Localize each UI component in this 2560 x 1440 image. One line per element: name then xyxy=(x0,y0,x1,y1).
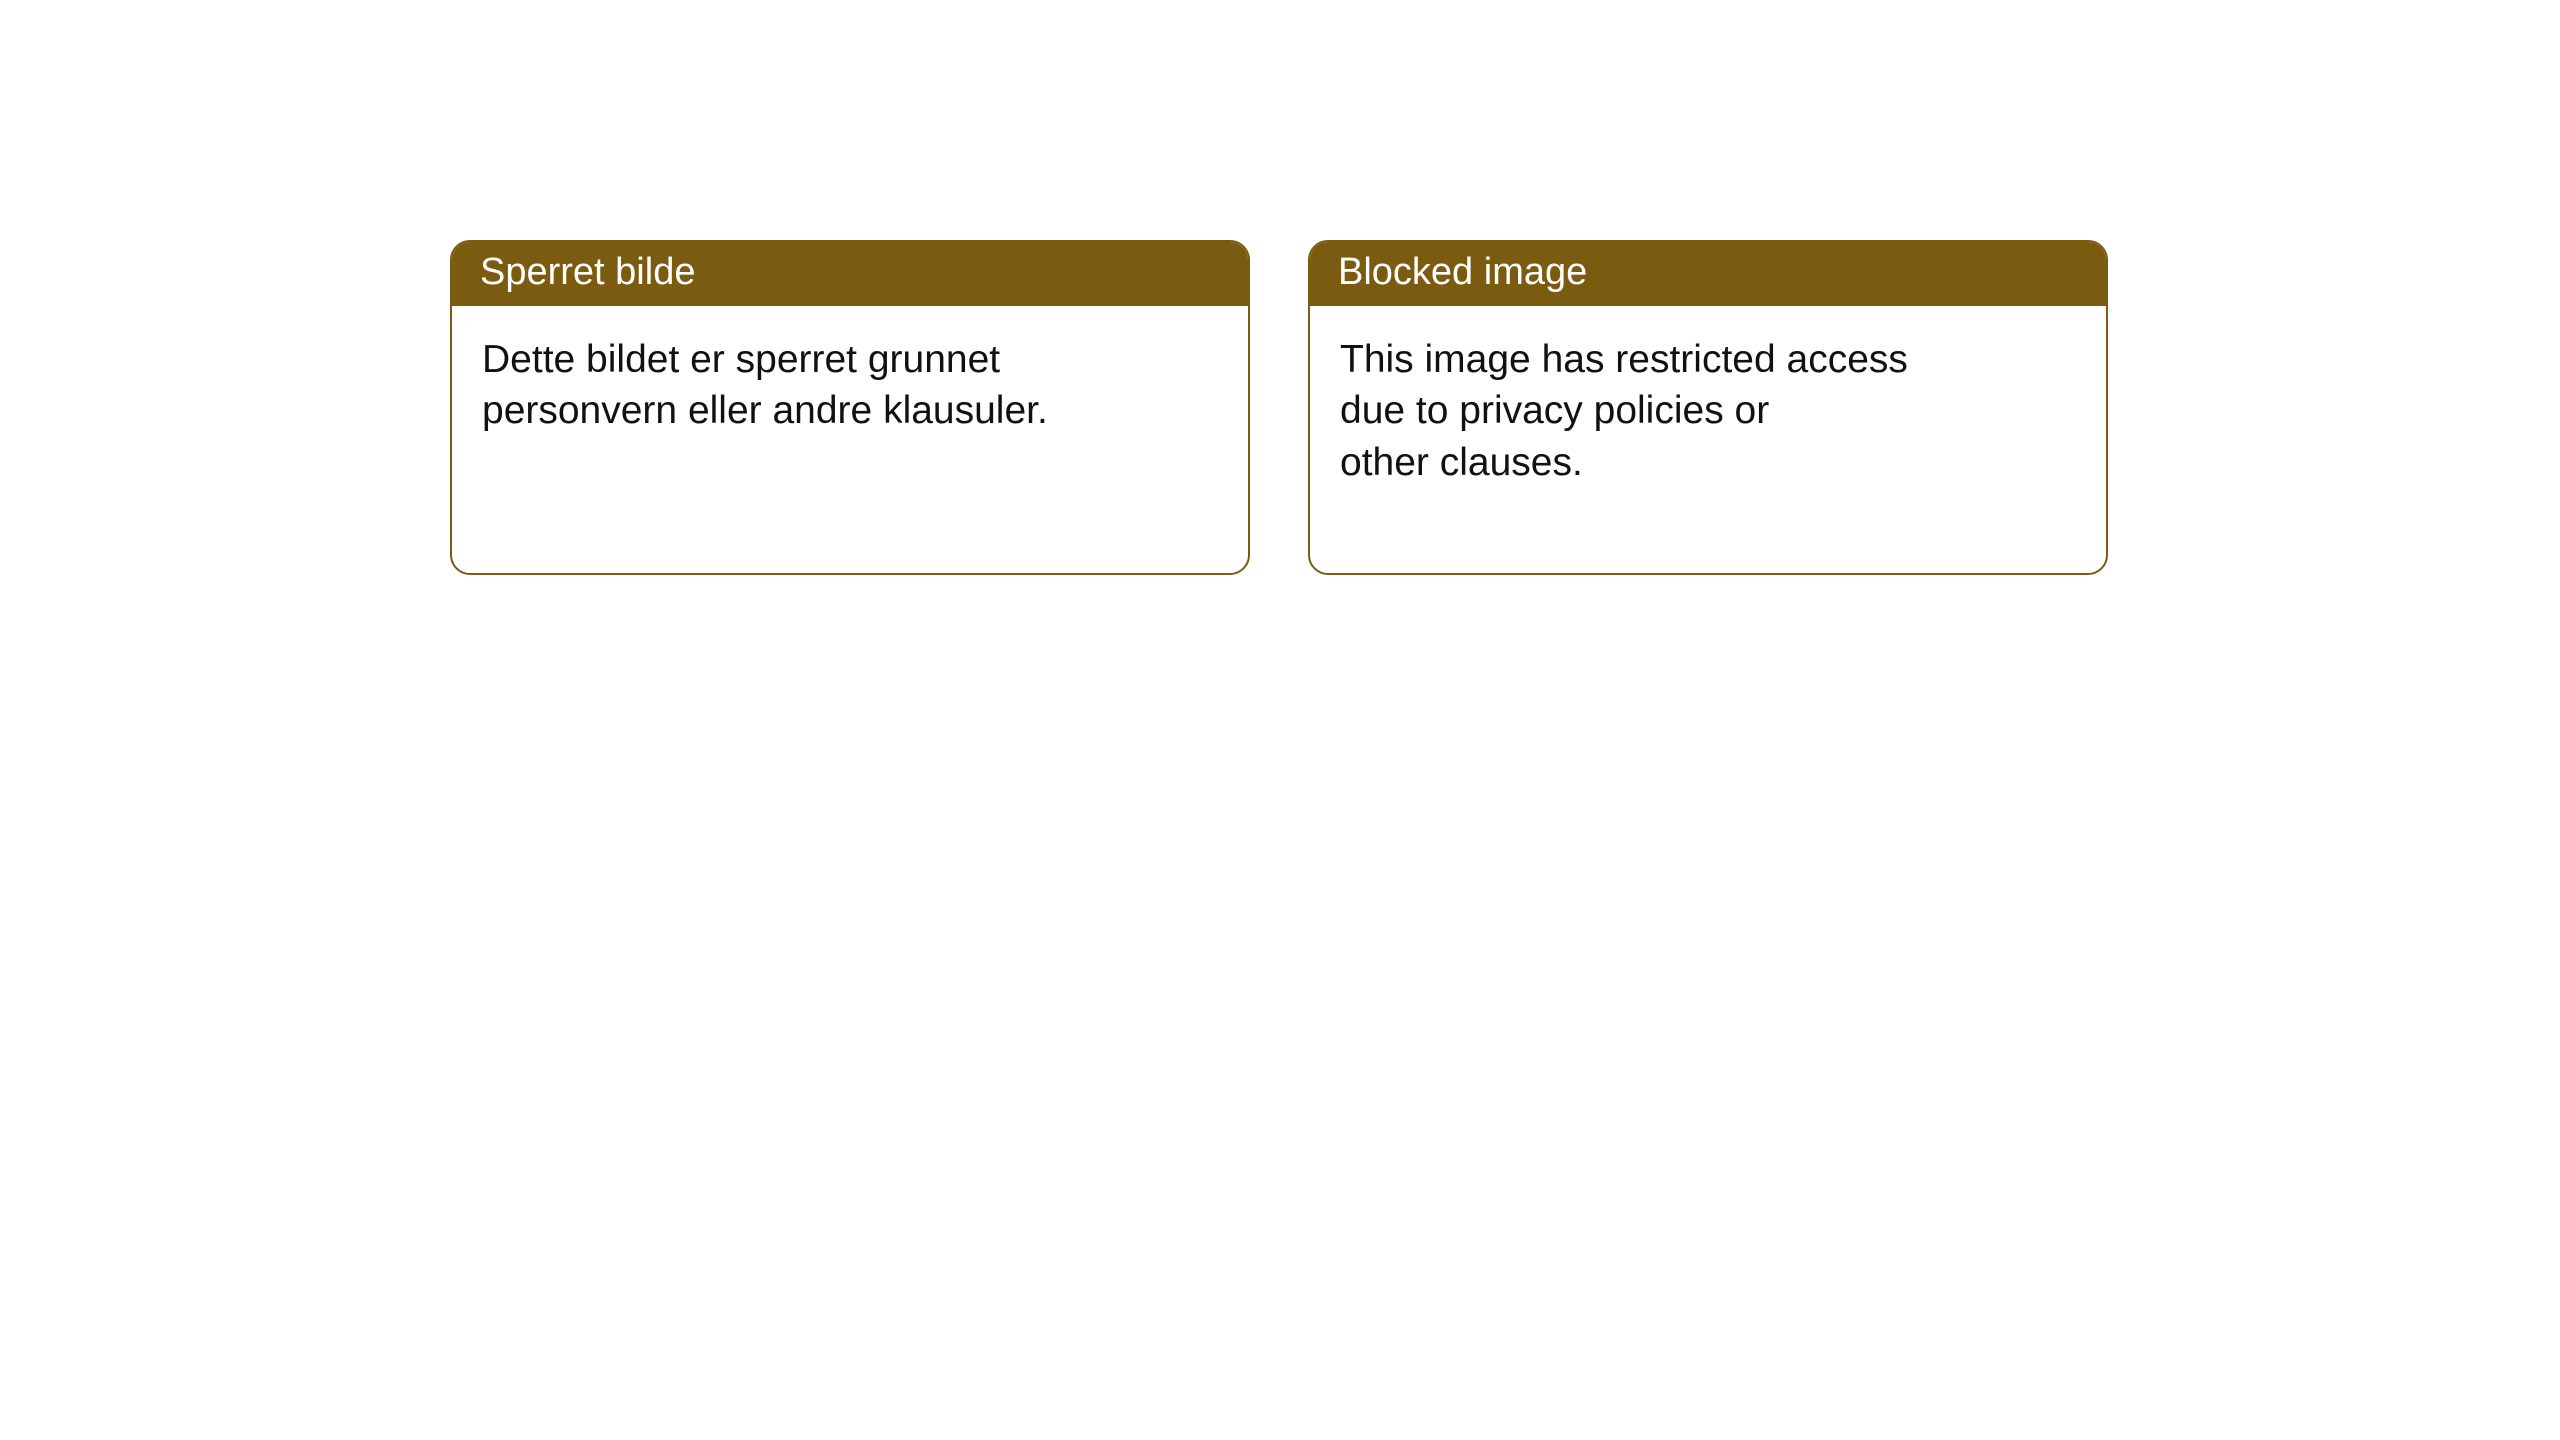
notice-row: Sperret bilde Dette bildet er sperret gr… xyxy=(450,240,2108,575)
card-title-no: Sperret bilde xyxy=(452,242,1248,306)
card-body-no: Dette bildet er sperret grunnet personve… xyxy=(452,306,1248,465)
card-body-en: This image has restricted access due to … xyxy=(1310,306,2106,516)
blocked-image-card-no: Sperret bilde Dette bildet er sperret gr… xyxy=(450,240,1250,575)
blocked-image-card-en: Blocked image This image has restricted … xyxy=(1308,240,2108,575)
card-title-en: Blocked image xyxy=(1310,242,2106,306)
